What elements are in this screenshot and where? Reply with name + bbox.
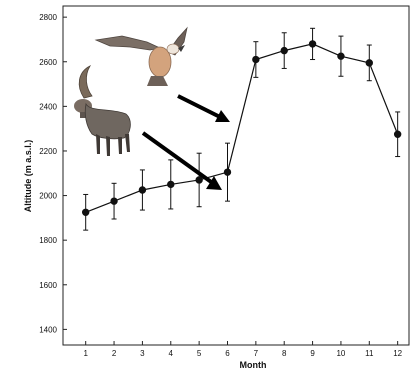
data-point — [223, 168, 232, 176]
x-tick-label: 10 — [336, 349, 345, 358]
x-tick-label: 6 — [225, 349, 230, 358]
data-point — [337, 52, 345, 60]
data-point — [280, 46, 288, 55]
data-point — [308, 40, 317, 48]
y-tick-label: 2400 — [39, 102, 57, 111]
x-tick-label: 7 — [254, 349, 259, 358]
x-tick-label: 1 — [83, 349, 88, 358]
x-tick-label: 12 — [393, 349, 402, 358]
x-axis: 1 2 3 4 5 6 7 8 9 10 11 12 — [83, 341, 403, 358]
x-axis-title: Month — [240, 360, 267, 370]
data-point — [110, 197, 118, 205]
y-tick-label: 1600 — [39, 281, 57, 290]
data-point — [138, 186, 147, 194]
data-point — [393, 130, 402, 138]
data-point — [81, 208, 90, 216]
y-tick-label: 2600 — [39, 58, 57, 67]
x-tick-label: 2 — [112, 349, 117, 358]
x-tick-label: 4 — [169, 349, 174, 358]
plot-frame — [62, 5, 410, 346]
x-tick-label: 9 — [310, 349, 315, 358]
y-tick-label: 2200 — [39, 147, 57, 156]
data-point — [252, 55, 260, 64]
data-point — [365, 59, 373, 67]
x-tick-label: 11 — [365, 349, 374, 358]
y-tick-label: 1400 — [39, 325, 57, 334]
x-tick-label: 8 — [282, 349, 287, 358]
y-axis-title: Altitude (m a.s.l.) — [23, 140, 33, 213]
y-tick-label: 2000 — [39, 192, 57, 201]
x-tick-label: 3 — [140, 349, 145, 358]
ibex-illustration — [74, 65, 131, 156]
arrows — [141, 94, 230, 190]
data-point — [167, 180, 175, 189]
y-tick-label: 2800 — [39, 13, 57, 22]
series-layer — [81, 27, 402, 231]
y-tick-label: 1800 — [39, 236, 57, 245]
y-axis: 1400 1600 1800 2000 2200 2400 2600 2800 — [39, 13, 67, 334]
vulture-illustration — [94, 26, 188, 86]
x-tick-label: 5 — [197, 349, 202, 358]
data-point — [195, 176, 203, 184]
series-line — [85, 43, 399, 213]
series-0 — [81, 27, 402, 231]
